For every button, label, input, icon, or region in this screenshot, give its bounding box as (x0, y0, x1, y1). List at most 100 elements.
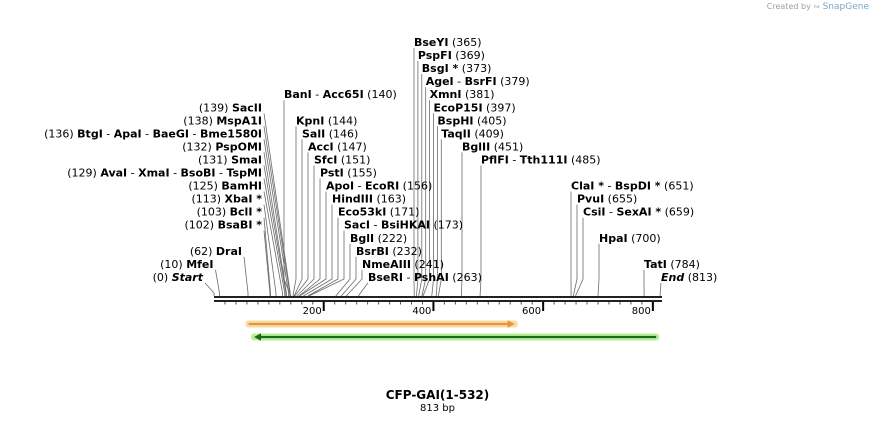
enzyme-label-text: HindIII (163) (332, 193, 406, 206)
enzyme-label[interactable]: TaqII (409) (441, 127, 504, 140)
enzyme-label[interactable]: BsrBI (232) (356, 245, 422, 258)
enzyme-label[interactable]: XmnI (381) (430, 88, 495, 101)
enzyme-label[interactable]: End (813) (661, 271, 717, 284)
cut-position: (381) (461, 88, 494, 101)
enzyme-label[interactable]: (103) BclI * (197, 206, 263, 219)
enzyme-label[interactable]: BglI (222) (350, 232, 407, 245)
cut-position: (136) (44, 127, 77, 140)
leader-line (461, 152, 463, 297)
enzyme-label-text: Eco53kI (171) (338, 206, 419, 219)
enzyme-label[interactable]: (113) XbaI * (191, 193, 262, 206)
enzyme-name: BglII (462, 140, 490, 153)
enzyme-name: PvuI (577, 193, 604, 206)
leader-line (416, 61, 419, 297)
enzyme-name: Tth111I (520, 153, 568, 166)
enzyme-label[interactable]: AgeI - BsrFI (379) (426, 75, 530, 88)
leader-line (307, 217, 339, 297)
ruler-tick-label: 800 (632, 306, 651, 317)
enzyme-name: AccI (308, 140, 334, 153)
leader-line (243, 256, 249, 296)
enzyme-label-text: (131) SmaI (198, 153, 262, 166)
enzyme-separator: - (604, 180, 615, 193)
enzyme-label-text: SacI - BsiHKAI (173) (344, 219, 463, 232)
enzyme-label[interactable]: (10) MfeI (160, 258, 213, 271)
enzyme-label[interactable]: CsiI - SexAI * (659) (583, 206, 694, 219)
enzyme-label-text: ClaI * - BspDI * (651) (571, 180, 694, 193)
enzyme-label[interactable]: SfcI (151) (314, 153, 370, 166)
enzyme-label-text: BglII (451) (462, 140, 523, 153)
enzyme-name: BseYI (414, 36, 448, 49)
enzyme-label[interactable]: (62) DraI (190, 245, 242, 258)
enzyme-separator: - (170, 167, 181, 180)
enzyme-name: AvaI (100, 167, 127, 180)
cut-position: (263) (449, 271, 482, 284)
enzyme-label[interactable]: KpnI (144) (296, 114, 357, 127)
enzyme-label[interactable]: ApoI - EcoRI (156) (326, 180, 432, 193)
enzyme-label[interactable]: BsgI * (373) (422, 62, 492, 75)
leader-line (357, 282, 369, 297)
enzyme-label[interactable]: SalI (146) (302, 127, 358, 140)
leader-line (437, 139, 442, 297)
enzyme-label[interactable]: AccI (147) (308, 140, 367, 153)
enzyme-label[interactable]: HpaI (700) (599, 232, 661, 245)
enzyme-label[interactable]: (125) BamHI (188, 180, 262, 193)
feature-orf-orange[interactable] (245, 320, 518, 328)
enzyme-label-text: BseYI (365) (414, 36, 482, 49)
enzyme-label[interactable]: TatI (784) (644, 258, 700, 271)
ruler-tick-label: 200 (303, 306, 322, 317)
enzyme-label[interactable]: HindIII (163) (332, 193, 406, 206)
leader-line (421, 87, 427, 297)
enzyme-label[interactable]: (139) SacII (199, 101, 262, 114)
enzyme-label[interactable]: PstI (155) (320, 167, 377, 180)
enzyme-label[interactable]: Eco53kI (171) (338, 206, 419, 219)
enzyme-label[interactable]: (132) PspOMI (182, 140, 262, 153)
enzyme-label-text: (0) Start (153, 271, 204, 284)
enzyme-separator: - (216, 167, 227, 180)
enzyme-label[interactable]: BspHI (405) (437, 114, 506, 127)
feature-orf-green[interactable] (251, 333, 660, 341)
enzyme-name: ClaI * (571, 180, 604, 193)
enzyme-label-text: PstI (155) (320, 167, 377, 180)
enzyme-separator: - (370, 219, 381, 232)
enzyme-label-text: BsgI * (373) (422, 62, 492, 75)
snapgene-logo-icon: ∾ (813, 2, 821, 11)
enzyme-separator: - (312, 88, 323, 101)
cut-position: (659) (661, 206, 694, 219)
enzyme-label[interactable]: PvuI (655) (577, 193, 637, 206)
leader-line (263, 152, 287, 296)
cut-position: (113) (191, 193, 224, 206)
enzyme-name: SexAI * (616, 206, 661, 219)
enzyme-name: EcoP15I (434, 101, 483, 114)
enzyme-label[interactable]: PflFI - Tth111I (485) (481, 153, 601, 166)
enzyme-label[interactable]: ClaI * - BspDI * (651) (571, 180, 694, 193)
enzyme-name: BamHI (221, 180, 262, 193)
enzyme-name: BspDI * (615, 180, 661, 193)
enzyme-label[interactable]: BseRI - PshAI (263) (368, 271, 482, 284)
leader-line (263, 217, 271, 296)
enzyme-name: BaeGI (153, 127, 189, 140)
enzyme-label[interactable]: (129) AvaI - XmaI - BsoBI - TspMI (67, 167, 262, 180)
cut-position: (373) (458, 62, 491, 75)
enzyme-name: NmeAIII (362, 258, 411, 271)
enzyme-label[interactable]: SacI - BsiHKAI (173) (344, 219, 463, 232)
cut-position: (132) (182, 140, 215, 153)
enzyme-label[interactable]: BglII (451) (462, 140, 523, 153)
enzyme-label[interactable]: NmeAIII (241) (362, 258, 444, 271)
enzyme-label[interactable]: BanI - Acc65I (140) (284, 88, 397, 101)
enzyme-label[interactable]: PspFI (369) (418, 49, 485, 62)
feature-shaft (248, 322, 509, 326)
enzyme-label-text: (103) BclI * (197, 206, 263, 219)
enzyme-label[interactable]: (0) Start (153, 271, 204, 284)
enzyme-name: BsgI * (422, 62, 459, 75)
enzyme-label[interactable]: (102) BsaBI * (185, 219, 263, 232)
enzyme-label-text: (138) MspA1I (183, 114, 262, 127)
enzyme-labels: BseYI (365)PspFI (369)BsgI * (373)AgeI -… (44, 36, 717, 284)
enzyme-label-text: (113) XbaI * (191, 193, 262, 206)
cut-position: (125) (188, 180, 221, 193)
enzyme-label[interactable]: EcoP15I (397) (434, 101, 516, 114)
enzyme-label[interactable]: (138) MspA1I (183, 114, 262, 127)
enzyme-label[interactable]: (136) BtgI - ApaI - BaeGI - Bme1580I (44, 127, 262, 140)
enzyme-label-text: PspFI (369) (418, 49, 485, 62)
enzyme-label[interactable]: (131) SmaI (198, 153, 262, 166)
enzyme-label[interactable]: BseYI (365) (414, 36, 482, 49)
